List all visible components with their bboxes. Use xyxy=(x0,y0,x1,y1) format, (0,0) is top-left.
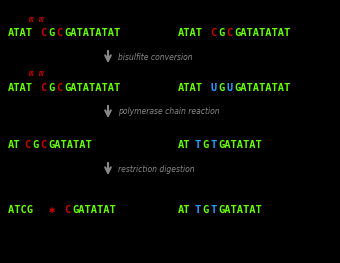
Text: AT: AT xyxy=(178,140,190,150)
Text: restriction digestion: restriction digestion xyxy=(118,164,194,174)
Text: T: T xyxy=(194,140,200,150)
Text: C: C xyxy=(226,28,233,38)
Text: GATATATAT: GATATATAT xyxy=(65,28,121,38)
Text: m: m xyxy=(29,69,33,78)
Text: G: G xyxy=(202,140,208,150)
Text: G: G xyxy=(32,140,38,150)
Text: T: T xyxy=(210,140,217,150)
Text: GATATAT: GATATAT xyxy=(218,205,262,215)
Text: AT: AT xyxy=(8,140,20,150)
Text: GATATAT: GATATAT xyxy=(72,205,116,215)
Text: C: C xyxy=(40,83,47,93)
Text: C: C xyxy=(56,28,63,38)
Text: ATAT: ATAT xyxy=(8,28,33,38)
Text: C: C xyxy=(65,205,71,215)
Text: T: T xyxy=(210,205,217,215)
Text: G: G xyxy=(202,205,208,215)
Text: G: G xyxy=(218,83,225,93)
Text: GATATATAT: GATATATAT xyxy=(65,83,121,93)
Text: GATATAT: GATATAT xyxy=(48,140,92,150)
Text: ✱: ✱ xyxy=(48,205,55,215)
Text: ATCG: ATCG xyxy=(8,205,39,215)
Text: m: m xyxy=(29,14,33,23)
Text: ATAT: ATAT xyxy=(178,83,203,93)
Text: AT: AT xyxy=(178,205,190,215)
Text: GATATATAT: GATATATAT xyxy=(235,83,291,93)
Text: C: C xyxy=(40,140,47,150)
Text: GATATAT: GATATAT xyxy=(218,140,262,150)
Text: U: U xyxy=(226,83,233,93)
Text: U: U xyxy=(210,83,217,93)
Text: ATAT: ATAT xyxy=(8,83,33,93)
Text: polymerase chain reaction: polymerase chain reaction xyxy=(118,108,220,117)
Text: C: C xyxy=(56,83,63,93)
Text: T: T xyxy=(194,205,200,215)
Text: bisulfite conversion: bisulfite conversion xyxy=(118,53,193,62)
Text: GATATATAT: GATATATAT xyxy=(235,28,291,38)
Text: C: C xyxy=(210,28,217,38)
Text: ATAT: ATAT xyxy=(178,28,203,38)
Text: C: C xyxy=(24,140,30,150)
Text: G: G xyxy=(218,28,225,38)
Text: m: m xyxy=(38,69,43,78)
Text: G: G xyxy=(48,28,55,38)
Text: m: m xyxy=(38,14,43,23)
Text: C: C xyxy=(40,28,47,38)
Text: G: G xyxy=(48,83,55,93)
